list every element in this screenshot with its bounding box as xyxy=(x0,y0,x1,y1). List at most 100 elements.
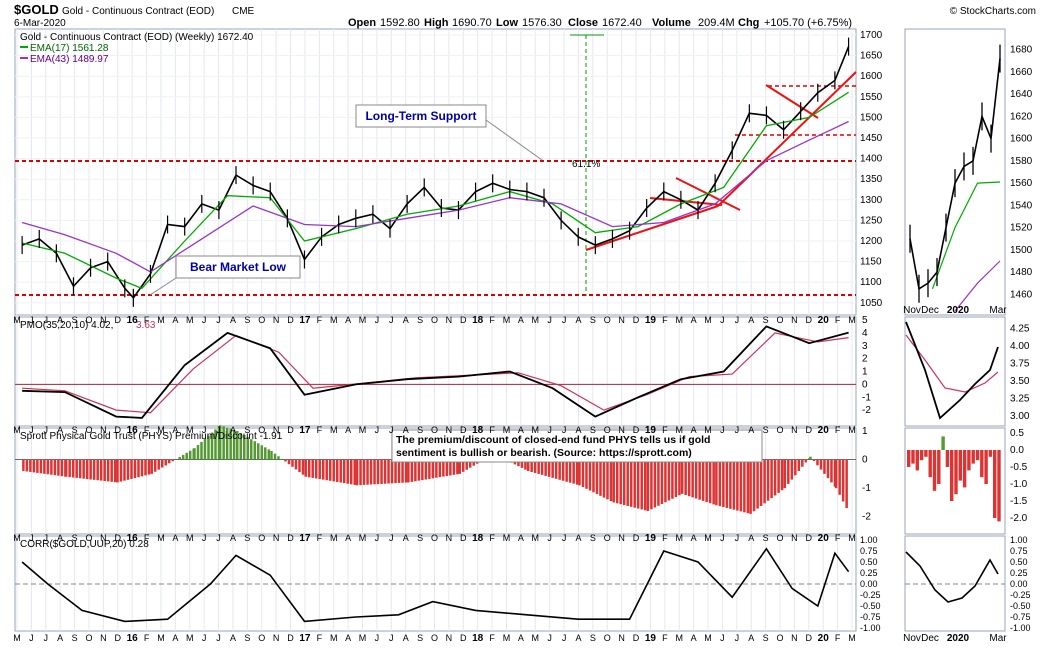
phys-bar xyxy=(96,459,99,481)
phys-bar xyxy=(383,459,387,484)
month-tick-label: A xyxy=(172,533,178,543)
price-daily-tick-label: 1460 xyxy=(1010,289,1033,300)
price-tick-label: 1650 xyxy=(860,51,883,62)
month-tick-label: M xyxy=(157,533,165,543)
month-tick-label: N xyxy=(791,533,798,543)
month-tick-label: A xyxy=(345,425,351,435)
phys-bar xyxy=(294,459,298,470)
month-tick-label: D xyxy=(806,425,813,435)
phys-bar xyxy=(196,445,200,460)
phys-bar xyxy=(119,459,123,482)
month-tick-label: S xyxy=(72,425,78,435)
phys-bar xyxy=(376,459,380,485)
month-tick-label: 19 xyxy=(645,315,657,326)
phys-bar xyxy=(397,459,401,483)
phys-bar xyxy=(116,459,119,483)
month-tick-label: A xyxy=(518,425,524,435)
phys-daily-bar xyxy=(984,450,988,484)
phys-bar xyxy=(472,459,475,466)
pmo-tick-label: 3 xyxy=(862,341,868,352)
phys-bar xyxy=(22,459,25,471)
month-tick-label: D xyxy=(460,533,467,543)
open-value: 1592.80 xyxy=(380,17,420,29)
price-daily-tick-label: 1680 xyxy=(1010,45,1033,56)
phys-bar xyxy=(558,459,561,480)
phys-bar xyxy=(739,459,743,512)
month-tick-label: F xyxy=(317,425,323,435)
month-tick-label: O xyxy=(85,425,92,435)
phys-bar xyxy=(387,459,390,484)
corr-tick-label: 0.75 xyxy=(860,546,878,556)
month-tick-label: S xyxy=(244,315,250,325)
phys-bar xyxy=(353,459,356,485)
corr-daily-line xyxy=(905,551,999,603)
pmo-daily-panel xyxy=(904,316,1006,427)
month-tick-label: A xyxy=(691,533,697,543)
price-tick-label: 1400 xyxy=(860,154,883,165)
month-tick-label: N xyxy=(618,315,625,325)
month-tick-label: A xyxy=(748,633,754,643)
phys-bar xyxy=(39,459,43,474)
phys-bar xyxy=(834,459,838,489)
month-tick-label: M xyxy=(359,533,367,543)
phys-tick-label: -2 xyxy=(862,512,871,523)
month-tick-label: M xyxy=(704,633,712,643)
phys-bar xyxy=(452,459,456,475)
exchange: CME xyxy=(232,6,255,17)
month-tick-label: M xyxy=(704,315,712,325)
phys-bar xyxy=(46,459,50,475)
phys-bar xyxy=(36,459,39,473)
phys-bar xyxy=(841,459,845,502)
month-tick-label: J xyxy=(202,533,207,543)
volume-value: 209.4M xyxy=(698,17,735,29)
month-tick-label: 16 xyxy=(127,633,139,644)
month-tick-label: J xyxy=(389,425,394,435)
month-tick-label: O xyxy=(431,425,438,435)
phys-bar xyxy=(126,459,130,480)
phys-bar xyxy=(214,429,217,460)
month-tick-label: J xyxy=(44,533,49,543)
phys-daily-bar xyxy=(967,450,971,471)
month-tick-label: M xyxy=(359,633,367,643)
month-tick-label: N xyxy=(446,533,453,543)
phys-bar xyxy=(150,459,153,474)
month-tick-label: J xyxy=(216,425,221,435)
corr-tick-label: 1.00 xyxy=(860,535,878,545)
phys-bar xyxy=(687,459,691,497)
month-tick-label: S xyxy=(763,425,769,435)
month-tick-label: N xyxy=(100,425,107,435)
month-tick-label: A xyxy=(403,315,409,325)
phys-bar xyxy=(588,459,592,491)
price-daily-series xyxy=(909,44,1001,312)
phys-bar xyxy=(698,459,701,500)
phys-bar xyxy=(790,459,794,480)
corr-tick-label: -1.00 xyxy=(860,623,881,633)
high-label: High xyxy=(424,17,449,29)
month-tick-label: F xyxy=(662,425,668,435)
phys-bar xyxy=(178,457,181,460)
phys-bar xyxy=(123,459,126,481)
month-tick-label: D xyxy=(287,425,294,435)
month-tick-label: O xyxy=(258,633,265,643)
month-tick-label: J xyxy=(375,533,380,543)
phys-bar xyxy=(826,459,830,479)
phys-bar xyxy=(537,459,540,474)
month-tick-label: A xyxy=(518,315,524,325)
phys-bar xyxy=(838,459,841,495)
month-tick-label: J xyxy=(29,425,34,435)
phys-bar xyxy=(64,459,68,477)
phys-daily-tick-label: -0.5 xyxy=(1010,462,1028,473)
pmo-daily-tick-label: 3.25 xyxy=(1010,394,1030,405)
month-tick-label: S xyxy=(417,533,423,543)
phys-bar xyxy=(424,459,428,480)
uptrend-line-1 xyxy=(585,205,719,251)
phys-daily-bar xyxy=(941,436,945,450)
month-tick-label: M xyxy=(330,533,338,543)
phys-bar xyxy=(770,459,773,499)
phys-bar xyxy=(50,459,53,475)
phys-bar xyxy=(106,459,110,482)
month-tick-label: D xyxy=(287,315,294,325)
uptrend-line-2 xyxy=(717,71,857,207)
bear-low-annotation: Bear Market Low xyxy=(149,255,301,296)
month-tick-label: A xyxy=(518,633,524,643)
